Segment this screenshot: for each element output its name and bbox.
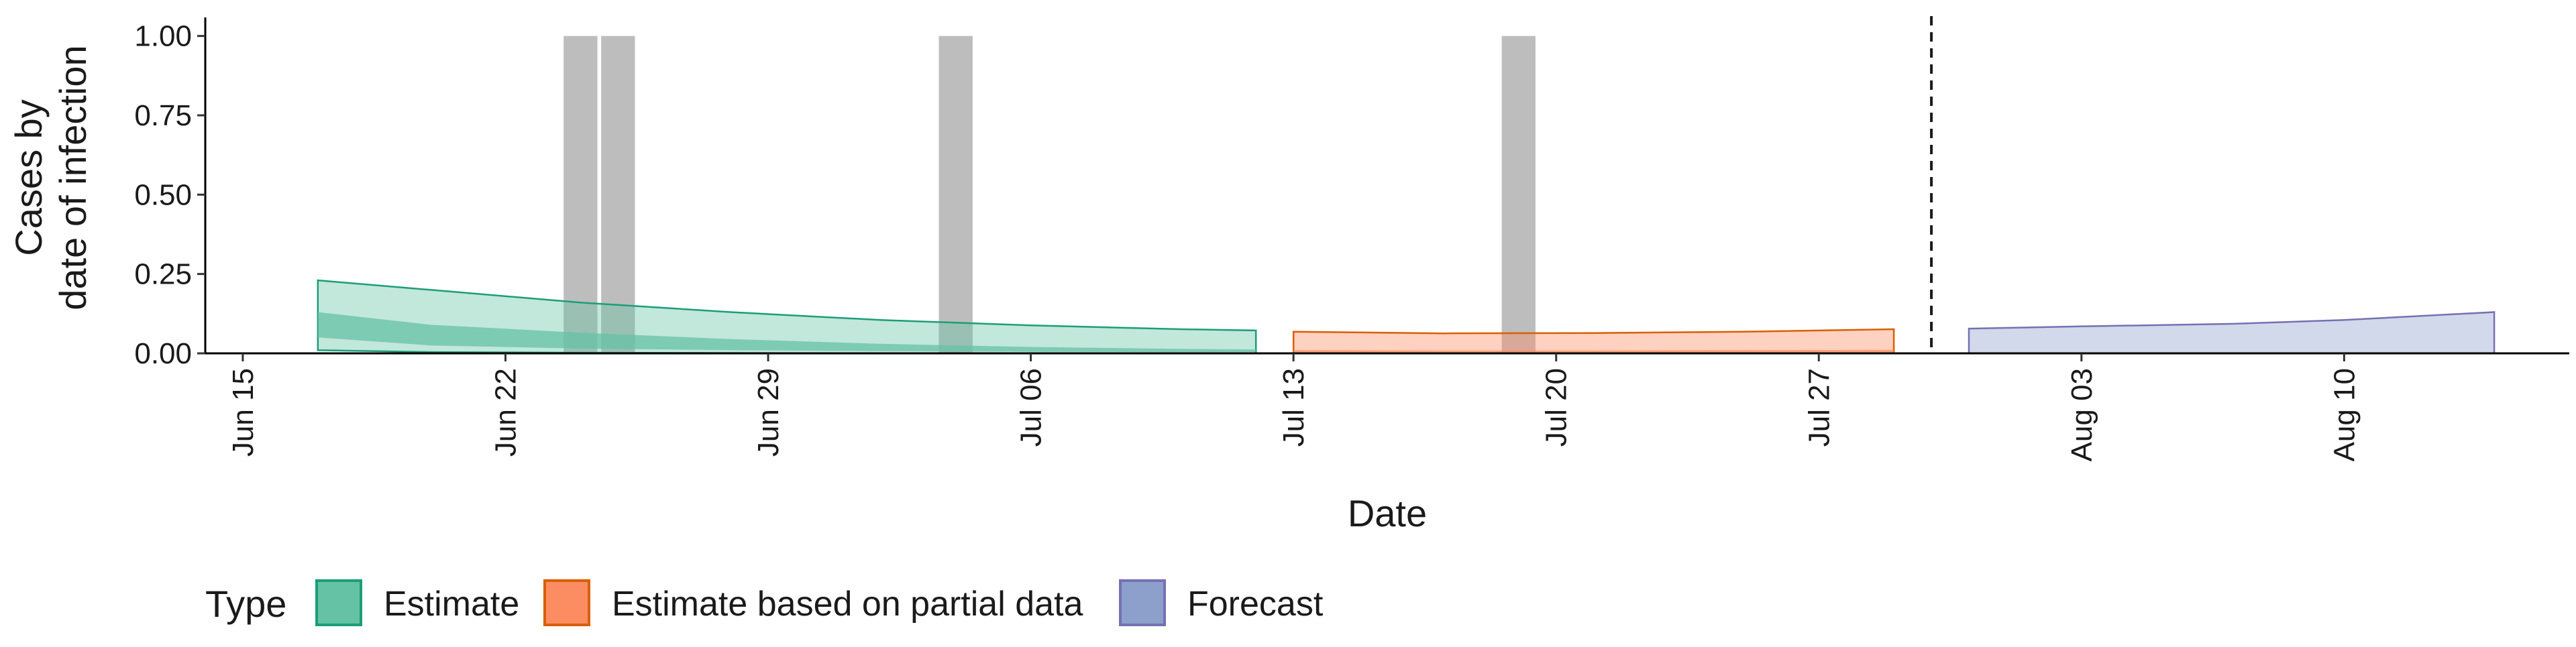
x-tick-label-1: Jun 15 xyxy=(227,368,260,457)
series-2-inner-band xyxy=(1293,349,1894,353)
observation-bars xyxy=(564,36,1536,354)
x-tick-label-7: Jul 27 xyxy=(1803,368,1835,447)
series-2-outer-band xyxy=(1292,328,1895,355)
y-tick-label-2: 0.25 xyxy=(134,258,192,291)
y-tick-label-4: 0.75 xyxy=(134,99,192,132)
legend-key-2 xyxy=(543,579,590,626)
y-tick-label-1: 0.00 xyxy=(134,337,192,370)
series-areas xyxy=(317,279,2496,355)
legend-label-3: Forecast xyxy=(1187,585,1324,624)
axes xyxy=(204,17,2569,355)
x-tick-label-3: Jun 29 xyxy=(752,368,785,457)
x-tick-label-5: Jul 13 xyxy=(1277,368,1310,447)
y-axis-title-line-1: Cases by xyxy=(7,99,50,255)
observation-bar-3 xyxy=(938,36,973,354)
x-axis-title: Date xyxy=(1348,492,1427,534)
series-3-outer-band xyxy=(1968,311,2496,355)
legend: Type Estimate Estimate based on partial d… xyxy=(205,579,1324,626)
legend-label-2: Estimate based on partial data xyxy=(612,585,1083,624)
observation-bar-4 xyxy=(1501,36,1536,354)
y-tick-label-3: 0.50 xyxy=(134,178,192,211)
legend-label-1: Estimate xyxy=(384,585,519,624)
y-axis-title-line-2: date of infection xyxy=(52,45,94,310)
legend-key-3 xyxy=(1119,579,1166,626)
legend-title: Type xyxy=(205,583,286,625)
x-tick-label-4: Jul 06 xyxy=(1015,368,1048,447)
series-2 xyxy=(1292,328,1895,355)
observation-bar-2 xyxy=(601,36,635,354)
x-tick-label-2: Jun 22 xyxy=(489,368,522,457)
y-tick-label-5: 1.00 xyxy=(134,20,192,53)
x-tick-label-8: Aug 03 xyxy=(2065,368,2098,461)
x-tick-label-6: Jul 20 xyxy=(1540,368,1573,447)
y-axis-ticks: 0.00 0.25 0.50 0.75 1.00 xyxy=(134,20,205,370)
x-axis-ticks: Jun 15 Jun 22 Jun 29 Jul 06 Jul 13 Jul 20 Jul … xyxy=(227,353,2361,461)
series-1 xyxy=(317,279,1257,355)
series-1-inner-band xyxy=(317,312,1256,353)
legend-key-1 xyxy=(315,579,362,626)
x-tick-label-9: Aug 10 xyxy=(2328,368,2361,461)
series-3 xyxy=(1968,311,2496,355)
observation-bar-1 xyxy=(564,36,598,354)
